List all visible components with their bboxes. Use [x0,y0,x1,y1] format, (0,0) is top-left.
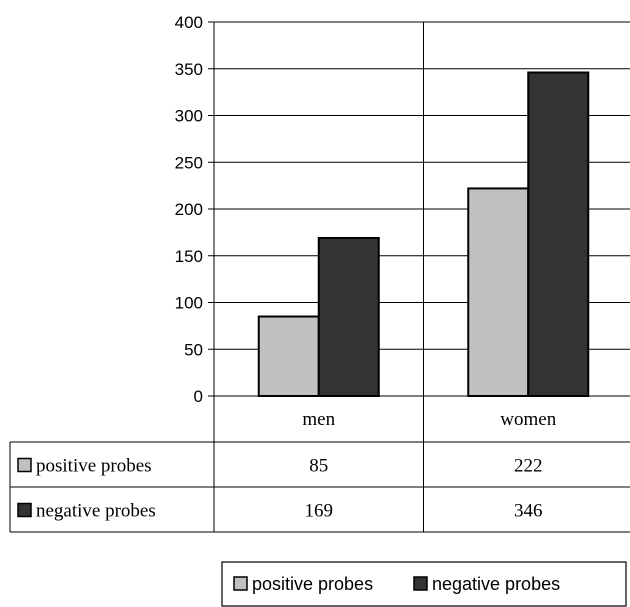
bars [257,71,590,398]
y-tick-label: 200 [175,200,203,219]
table-value: 85 [309,456,328,477]
table-swatch-negative-probes [17,502,32,518]
table-value: 346 [514,501,543,522]
gridlines [214,21,630,532]
category-label: women [500,409,556,430]
y-tick-label: 350 [175,60,203,79]
table-series-label: positive probes [36,456,152,477]
category-label: men [302,409,335,430]
data-table: men women positive probes 85 222 negative pro… [9,395,630,533]
legend: positive probes negative probes [221,561,627,607]
y-tick-label: 100 [175,294,203,313]
bar-positive-probes-men [257,315,320,397]
table-swatch-positive-probes [17,457,32,473]
y-tick-label: 300 [175,107,203,126]
y-tick-label: 150 [175,247,203,266]
bar-positive-probes-women [467,187,530,397]
axes: 0 50 100 150 200 250 300 350 400 [175,13,215,532]
bar-negative-probes-women [527,71,590,398]
legend-swatch-negative-probes [413,576,428,591]
legend-label: positive probes [252,574,373,594]
y-tick-label: 250 [175,153,203,172]
table-value: 169 [305,501,334,522]
table-series-label: negative probes [36,501,156,522]
y-tick-label: 0 [194,387,203,406]
bar-negative-probes-men [317,236,380,397]
legend-swatch-positive-probes [233,576,248,591]
y-tick-label: 50 [184,340,203,359]
legend-label: negative probes [432,574,560,594]
table-value: 222 [514,456,543,477]
y-tick-label: 400 [175,13,203,32]
